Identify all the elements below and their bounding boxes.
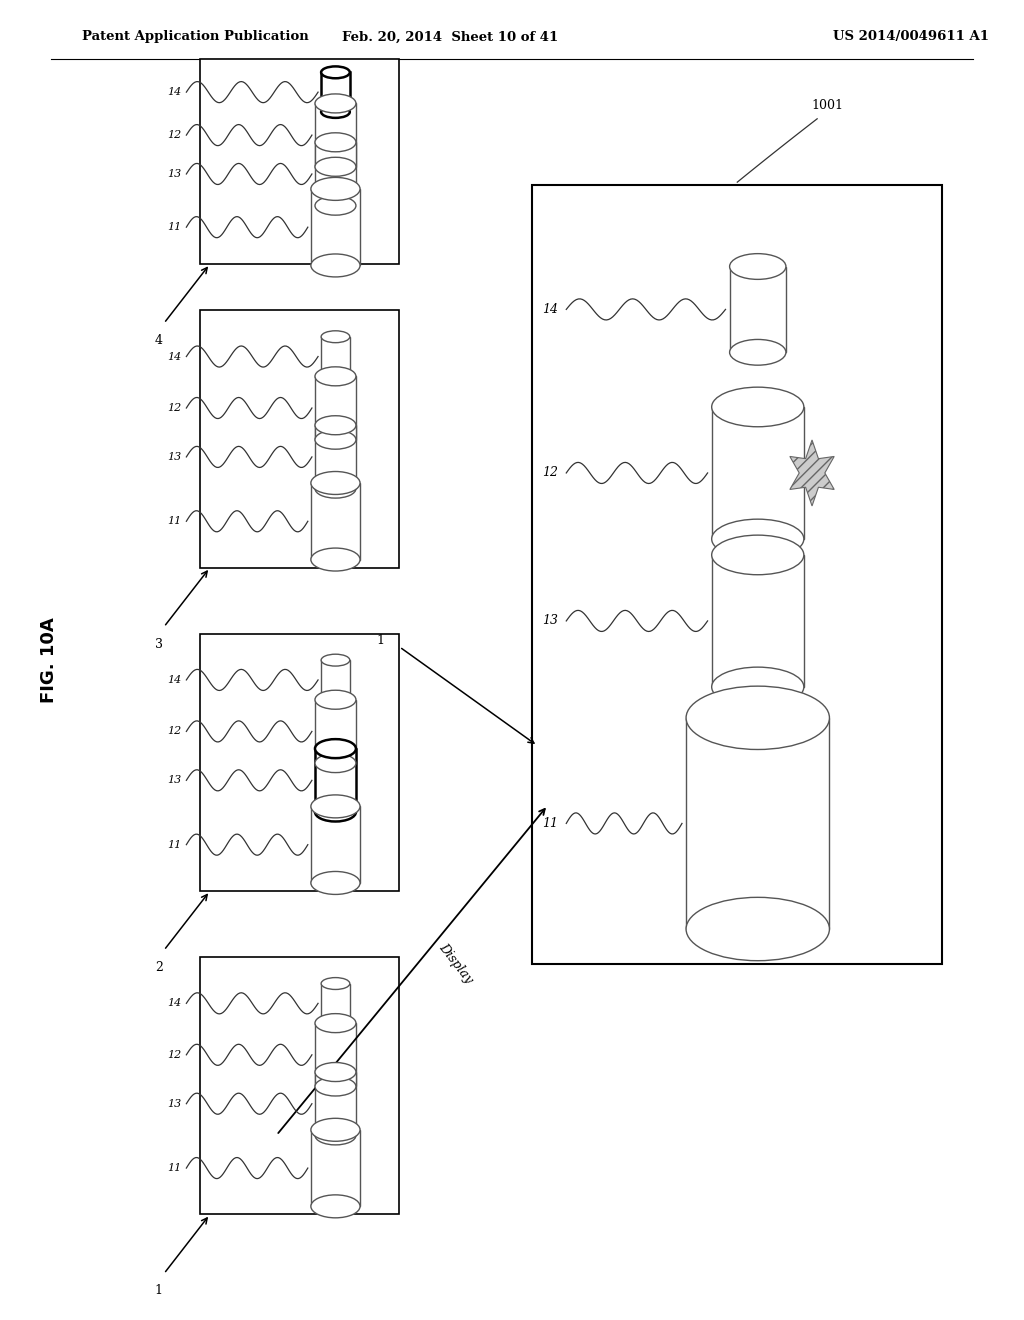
Text: 4: 4: [155, 334, 163, 347]
Text: 12: 12: [167, 1049, 181, 1060]
Text: 13: 13: [167, 451, 181, 462]
Bar: [311, 189, 360, 265]
Text: FIG. 10A: FIG. 10A: [40, 618, 58, 702]
Bar: [315, 103, 356, 166]
Ellipse shape: [712, 667, 804, 706]
Bar: [315, 376, 356, 440]
Text: 13: 13: [167, 1098, 181, 1109]
Bar: [315, 1023, 356, 1086]
Ellipse shape: [315, 197, 356, 215]
Ellipse shape: [315, 157, 356, 177]
Bar: [311, 483, 360, 560]
Ellipse shape: [729, 339, 786, 366]
Ellipse shape: [315, 430, 356, 449]
Text: 12: 12: [167, 403, 181, 413]
Bar: [315, 748, 356, 812]
Ellipse shape: [322, 694, 350, 706]
Ellipse shape: [322, 331, 350, 343]
Ellipse shape: [311, 795, 360, 818]
Text: 11: 11: [167, 1163, 181, 1173]
Ellipse shape: [311, 253, 360, 277]
Text: 14: 14: [542, 302, 558, 315]
Bar: [200, 59, 399, 264]
Ellipse shape: [311, 548, 360, 572]
Text: 14: 14: [167, 675, 181, 685]
Ellipse shape: [311, 1195, 360, 1218]
Text: 13: 13: [167, 169, 181, 180]
Bar: [200, 957, 399, 1214]
Ellipse shape: [315, 416, 356, 434]
Ellipse shape: [311, 871, 360, 895]
Ellipse shape: [686, 898, 829, 961]
Ellipse shape: [712, 519, 804, 558]
Bar: [729, 267, 786, 352]
Ellipse shape: [322, 106, 350, 117]
Ellipse shape: [322, 978, 350, 990]
Ellipse shape: [315, 1126, 356, 1144]
Text: 11: 11: [542, 817, 558, 830]
Ellipse shape: [315, 1014, 356, 1032]
Ellipse shape: [729, 253, 786, 280]
Ellipse shape: [322, 371, 350, 383]
PathPatch shape: [790, 440, 835, 506]
Text: US 2014/0049611 A1: US 2014/0049611 A1: [834, 30, 989, 44]
Text: Feb. 20, 2014  Sheet 10 of 41: Feb. 20, 2014 Sheet 10 of 41: [342, 30, 559, 44]
Ellipse shape: [315, 1077, 356, 1096]
Ellipse shape: [315, 690, 356, 709]
Bar: [712, 407, 804, 539]
Ellipse shape: [311, 471, 360, 495]
Text: 1: 1: [376, 634, 384, 647]
Bar: [315, 143, 356, 206]
Ellipse shape: [311, 177, 360, 201]
Bar: [315, 1072, 356, 1135]
Text: 12: 12: [167, 726, 181, 737]
Text: 11: 11: [167, 840, 181, 850]
Bar: [712, 554, 804, 686]
Ellipse shape: [315, 94, 356, 114]
Ellipse shape: [315, 479, 356, 498]
Ellipse shape: [712, 387, 804, 426]
Ellipse shape: [315, 754, 356, 772]
Text: 13: 13: [542, 614, 558, 627]
Bar: [315, 700, 356, 763]
Ellipse shape: [315, 367, 356, 385]
Text: 11: 11: [167, 222, 181, 232]
Ellipse shape: [315, 739, 356, 758]
Bar: [311, 807, 360, 883]
Bar: [315, 425, 356, 488]
Bar: [322, 73, 350, 112]
Text: 14: 14: [167, 87, 181, 98]
Ellipse shape: [712, 535, 804, 574]
Bar: [200, 634, 399, 891]
Text: 11: 11: [167, 516, 181, 527]
Ellipse shape: [311, 1118, 360, 1142]
Ellipse shape: [322, 1018, 350, 1030]
Ellipse shape: [315, 803, 356, 821]
Ellipse shape: [322, 66, 350, 78]
Text: 13: 13: [167, 775, 181, 785]
Text: 12: 12: [167, 131, 181, 140]
Text: 1001: 1001: [811, 99, 844, 112]
Text: 1: 1: [155, 1284, 163, 1298]
Ellipse shape: [315, 133, 356, 152]
Ellipse shape: [322, 655, 350, 667]
Bar: [200, 310, 399, 568]
Bar: [311, 1130, 360, 1206]
Text: 14: 14: [167, 351, 181, 362]
Bar: [532, 185, 942, 964]
Ellipse shape: [686, 686, 829, 750]
Text: 3: 3: [155, 638, 163, 651]
Ellipse shape: [315, 1063, 356, 1081]
Text: 14: 14: [167, 998, 181, 1008]
Text: Patent Application Publication: Patent Application Publication: [82, 30, 308, 44]
Text: 2: 2: [155, 961, 163, 974]
Bar: [322, 337, 350, 376]
Text: Display: Display: [436, 941, 475, 986]
Text: 12: 12: [542, 466, 558, 479]
Bar: [686, 718, 829, 929]
Bar: [322, 660, 350, 700]
Bar: [322, 983, 350, 1023]
